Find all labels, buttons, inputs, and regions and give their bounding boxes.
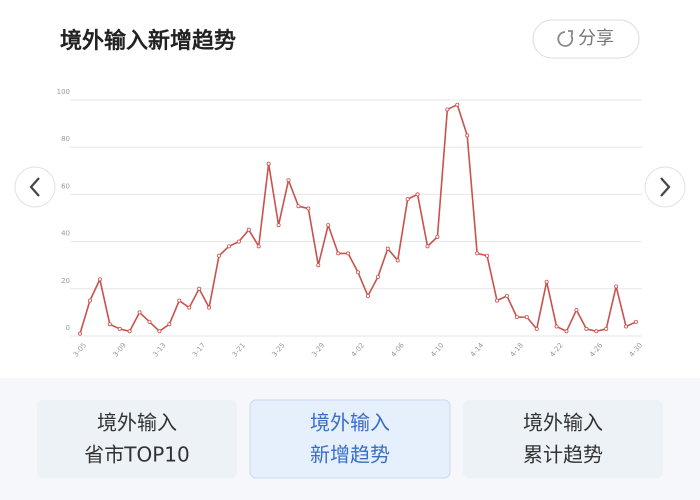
point xyxy=(475,251,480,256)
prev-circle[interactable] xyxy=(14,166,56,208)
point xyxy=(435,234,440,239)
point xyxy=(564,329,569,334)
point xyxy=(87,298,92,303)
tab[interactable]: 境外输入新增趋势 xyxy=(249,399,451,479)
share-button[interactable]: 分享 xyxy=(532,19,640,59)
point xyxy=(137,310,142,315)
point xyxy=(514,315,519,320)
point xyxy=(624,324,629,329)
tab-label[interactable]: 新增趋势 xyxy=(310,443,390,467)
point xyxy=(107,322,112,327)
point xyxy=(544,279,549,284)
point xyxy=(326,223,331,228)
point xyxy=(306,206,311,211)
next-arrow xyxy=(660,177,671,197)
point xyxy=(385,246,390,251)
point xyxy=(147,319,152,324)
point xyxy=(604,326,609,331)
point xyxy=(97,277,102,282)
point xyxy=(614,284,619,289)
point xyxy=(485,253,490,258)
point xyxy=(276,223,281,228)
point xyxy=(78,331,83,336)
point xyxy=(425,244,430,249)
tab-label[interactable]: 境外输入 xyxy=(97,411,177,435)
share-icon xyxy=(557,31,574,47)
point xyxy=(395,258,400,263)
tab-label[interactable]: 境外输入 xyxy=(310,411,390,435)
point xyxy=(187,305,192,310)
point xyxy=(534,326,539,331)
tab-box[interactable] xyxy=(249,399,451,479)
point xyxy=(355,270,360,275)
point xyxy=(177,298,182,303)
point xyxy=(415,192,420,197)
point xyxy=(236,239,241,244)
y-tick-label: 60 xyxy=(61,182,70,190)
y-tick-label: 20 xyxy=(61,277,70,285)
point xyxy=(296,204,301,209)
point xyxy=(127,329,132,334)
share-pill[interactable] xyxy=(532,19,640,59)
point xyxy=(336,251,341,256)
point xyxy=(504,293,509,298)
tab-box[interactable] xyxy=(37,400,237,478)
point xyxy=(634,319,639,324)
point xyxy=(286,178,291,183)
point xyxy=(117,326,122,331)
point xyxy=(405,197,410,202)
point xyxy=(266,161,271,166)
point xyxy=(157,329,162,334)
y-tick-label: 0 xyxy=(66,324,70,332)
y-tick-label: 100 xyxy=(57,88,70,96)
title: 境外输入新增趋势 xyxy=(60,28,236,54)
point xyxy=(167,322,172,327)
point xyxy=(346,251,351,256)
point xyxy=(216,253,221,258)
point xyxy=(445,107,450,112)
point xyxy=(246,227,251,232)
prev-arrow xyxy=(29,177,40,197)
share-label[interactable]: 分享 xyxy=(578,28,614,49)
tab-label[interactable]: 累计趋势 xyxy=(523,443,603,467)
next-button[interactable] xyxy=(644,166,686,208)
point xyxy=(197,286,202,291)
point xyxy=(226,244,231,249)
y-tick-label: 80 xyxy=(61,135,70,143)
point xyxy=(584,326,589,331)
point xyxy=(465,133,470,138)
tab-box[interactable] xyxy=(463,400,663,478)
point xyxy=(594,329,599,334)
point xyxy=(554,324,559,329)
point xyxy=(375,274,380,279)
point xyxy=(494,298,499,303)
tab-label[interactable]: 境外输入 xyxy=(523,411,603,435)
point xyxy=(524,315,529,320)
tab-label[interactable]: 省市TOP10 xyxy=(84,443,189,467)
next-circle[interactable] xyxy=(644,166,686,208)
point xyxy=(365,293,370,298)
point xyxy=(207,305,212,310)
y-tick-label: 40 xyxy=(61,230,70,238)
point xyxy=(455,102,460,107)
share-icon-arrow xyxy=(568,30,573,35)
point xyxy=(316,263,321,268)
prev-button[interactable] xyxy=(14,166,56,208)
point xyxy=(574,308,579,313)
point xyxy=(256,244,261,249)
